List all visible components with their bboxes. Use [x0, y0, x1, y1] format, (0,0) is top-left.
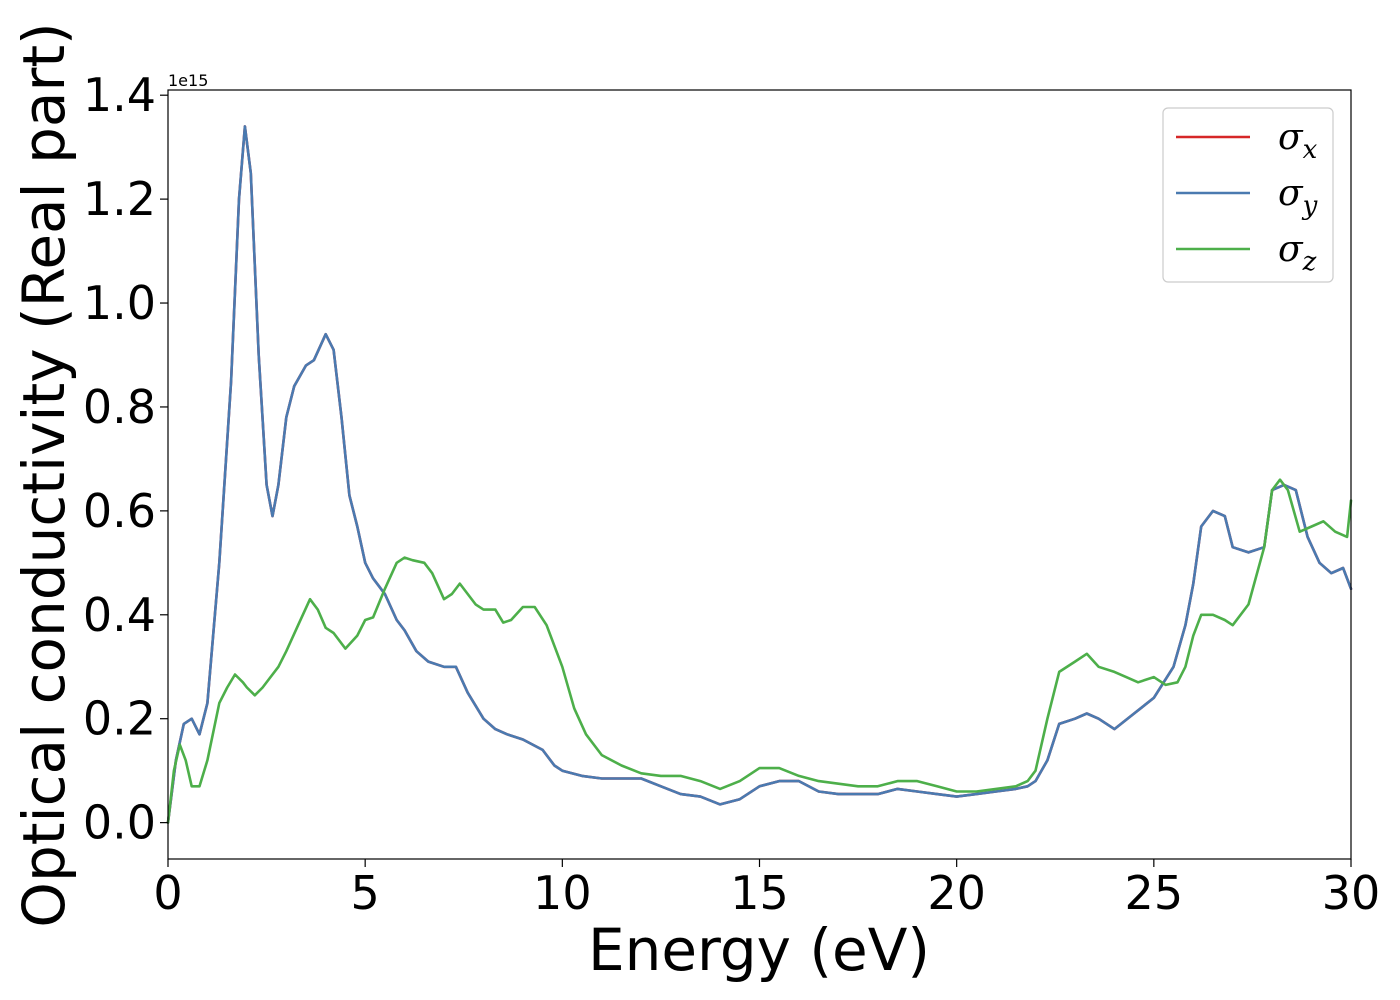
legend: σx σy σz: [1162, 107, 1334, 283]
y-axis: 0.0 0.2 0.4 0.6 0.8 1.0 1.2 1.4: [83, 68, 168, 850]
x-tick-label: 20: [927, 866, 986, 920]
y-tick-label: 1.0: [83, 276, 156, 330]
y-tick-label: 1.4: [83, 68, 156, 122]
legend-label-y: σy: [1278, 173, 1318, 221]
y-tick-label: 0.0: [83, 796, 156, 850]
legend-label-z: σz: [1278, 229, 1317, 277]
legend-box: [1162, 107, 1334, 283]
y-tick-label: 0.8: [83, 380, 156, 434]
x-tick-label: 10: [533, 866, 592, 920]
x-tick-label: 30: [1322, 866, 1381, 920]
y-tick-label: 1.2: [83, 172, 156, 226]
legend-label-x: σx: [1278, 117, 1318, 165]
x-axis: 0 5 10 15 20 25 30: [153, 859, 1380, 920]
y-axis-title: Optical conductivity (Real part): [10, 22, 78, 927]
x-tick-label: 5: [351, 866, 380, 920]
y-offset-text: 1e15: [168, 71, 208, 90]
x-tick-label: 25: [1125, 866, 1184, 920]
y-tick-label: 0.2: [83, 692, 156, 746]
series-line-z: [166, 478, 1353, 824]
x-axis-title: Energy (eV): [588, 916, 930, 984]
y-tick-label: 0.4: [83, 588, 156, 642]
series-layer: [166, 125, 1353, 824]
x-tick-label: 15: [730, 866, 789, 920]
y-tick-label: 0.6: [83, 484, 156, 538]
series-line-y: [166, 125, 1353, 824]
x-tick-label: 0: [153, 866, 182, 920]
